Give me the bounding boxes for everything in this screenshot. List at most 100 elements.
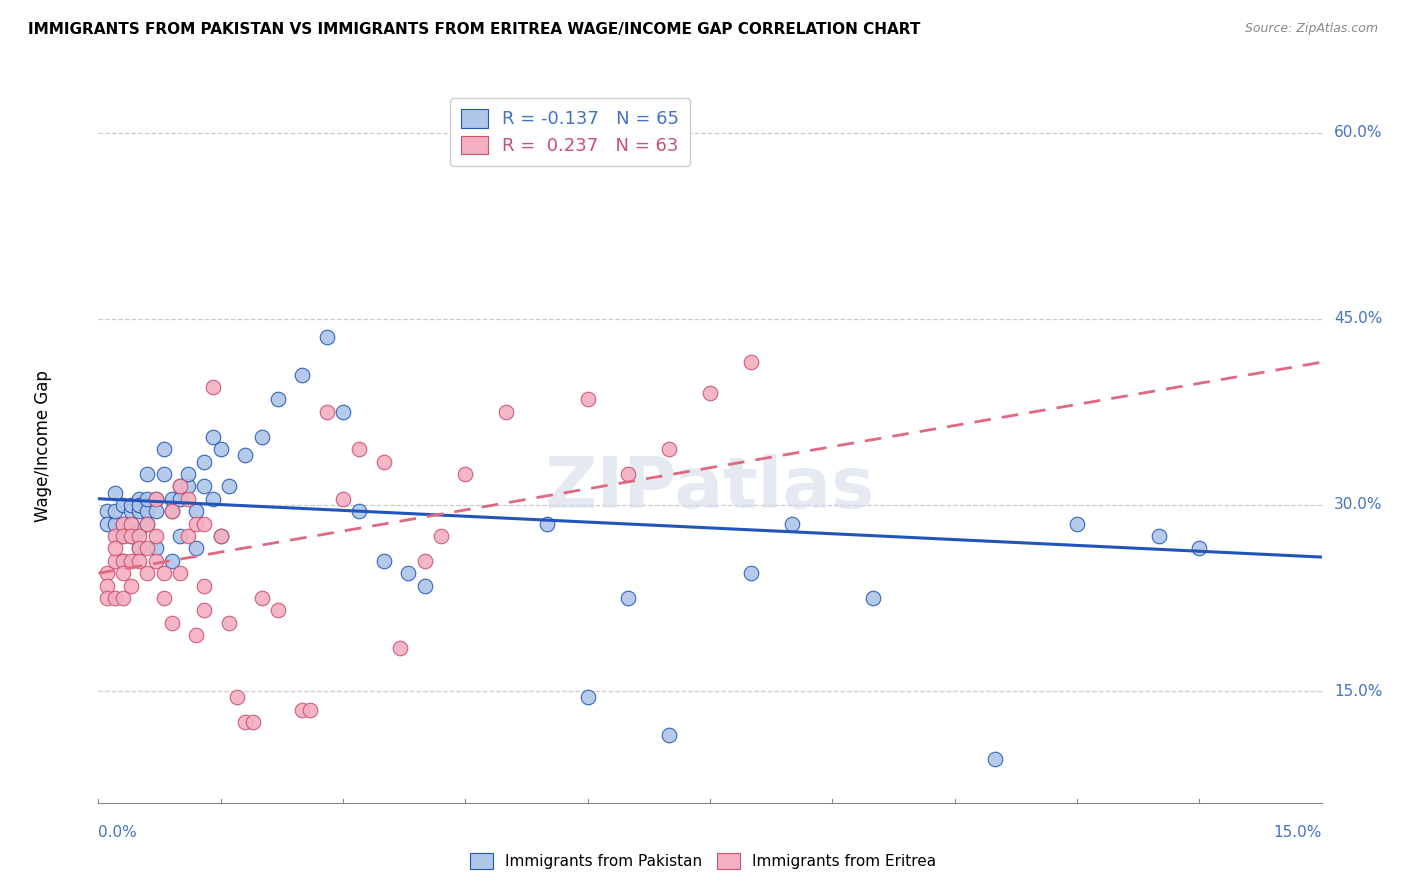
Point xyxy=(145,491,167,506)
Point xyxy=(291,368,314,382)
Point xyxy=(145,529,167,543)
Point xyxy=(177,529,200,543)
Point xyxy=(984,752,1007,766)
Point xyxy=(536,516,558,531)
Point xyxy=(373,554,395,568)
Text: Source: ZipAtlas.com: Source: ZipAtlas.com xyxy=(1244,22,1378,36)
Point xyxy=(193,479,215,493)
Point xyxy=(169,479,191,493)
Point xyxy=(145,504,167,518)
Point xyxy=(104,504,127,518)
Point xyxy=(430,529,453,543)
Point xyxy=(233,448,256,462)
Point xyxy=(96,516,118,531)
Point xyxy=(152,467,174,481)
Point xyxy=(740,355,762,369)
Point xyxy=(209,442,232,456)
Point xyxy=(104,554,127,568)
Point xyxy=(136,516,159,531)
Point xyxy=(120,504,142,518)
Point xyxy=(104,516,127,531)
Point xyxy=(576,690,599,705)
Point xyxy=(209,529,232,543)
Point xyxy=(177,491,200,506)
Legend: R = -0.137   N = 65, R =  0.237   N = 63: R = -0.137 N = 65, R = 0.237 N = 63 xyxy=(450,98,690,166)
Point xyxy=(186,628,208,642)
Point xyxy=(413,579,436,593)
Point xyxy=(111,566,134,581)
Point xyxy=(233,715,256,730)
Point xyxy=(120,579,142,593)
Point xyxy=(780,516,803,531)
Point xyxy=(111,516,134,531)
Point xyxy=(186,504,208,518)
Point xyxy=(186,516,208,531)
Text: 60.0%: 60.0% xyxy=(1334,125,1382,140)
Point xyxy=(169,491,191,506)
Point xyxy=(120,554,142,568)
Point xyxy=(193,454,215,468)
Point xyxy=(120,516,142,531)
Point xyxy=(96,579,118,593)
Point xyxy=(152,591,174,605)
Point xyxy=(396,566,419,581)
Point xyxy=(226,690,249,705)
Point xyxy=(617,467,640,481)
Point xyxy=(242,715,264,730)
Point xyxy=(160,504,183,518)
Point xyxy=(315,405,337,419)
Point xyxy=(740,566,762,581)
Point xyxy=(111,591,134,605)
Text: 15.0%: 15.0% xyxy=(1334,683,1382,698)
Point xyxy=(136,516,159,531)
Point xyxy=(128,523,150,537)
Point xyxy=(177,467,200,481)
Point xyxy=(218,479,240,493)
Point xyxy=(104,485,127,500)
Point xyxy=(186,541,208,556)
Point xyxy=(1147,529,1170,543)
Point xyxy=(128,498,150,512)
Point xyxy=(111,529,134,543)
Point xyxy=(96,504,118,518)
Point xyxy=(128,491,150,506)
Text: 15.0%: 15.0% xyxy=(1274,825,1322,840)
Point xyxy=(145,541,167,556)
Text: Wage/Income Gap: Wage/Income Gap xyxy=(34,370,52,522)
Point xyxy=(576,392,599,407)
Point xyxy=(120,529,142,543)
Point xyxy=(136,491,159,506)
Point xyxy=(160,491,183,506)
Point xyxy=(128,529,150,543)
Point xyxy=(160,554,183,568)
Point xyxy=(250,591,273,605)
Text: IMMIGRANTS FROM PAKISTAN VS IMMIGRANTS FROM ERITREA WAGE/INCOME GAP CORRELATION : IMMIGRANTS FROM PAKISTAN VS IMMIGRANTS F… xyxy=(28,22,921,37)
Point xyxy=(389,640,412,655)
Point xyxy=(152,442,174,456)
Point xyxy=(617,591,640,605)
Point xyxy=(699,386,721,401)
Point xyxy=(250,430,273,444)
Legend: Immigrants from Pakistan, Immigrants from Eritrea: Immigrants from Pakistan, Immigrants fro… xyxy=(464,847,942,875)
Point xyxy=(267,392,290,407)
Point xyxy=(536,120,558,134)
Point xyxy=(120,529,142,543)
Point xyxy=(104,529,127,543)
Point xyxy=(128,554,150,568)
Point xyxy=(201,380,224,394)
Point xyxy=(862,591,884,605)
Point xyxy=(193,603,215,617)
Point xyxy=(315,330,337,344)
Text: 30.0%: 30.0% xyxy=(1334,498,1382,512)
Point xyxy=(145,554,167,568)
Point xyxy=(111,554,134,568)
Point xyxy=(349,442,371,456)
Point xyxy=(193,579,215,593)
Point xyxy=(201,430,224,444)
Point xyxy=(169,566,191,581)
Point xyxy=(177,479,200,493)
Point xyxy=(201,491,224,506)
Point xyxy=(332,405,354,419)
Point xyxy=(104,591,127,605)
Point xyxy=(218,615,240,630)
